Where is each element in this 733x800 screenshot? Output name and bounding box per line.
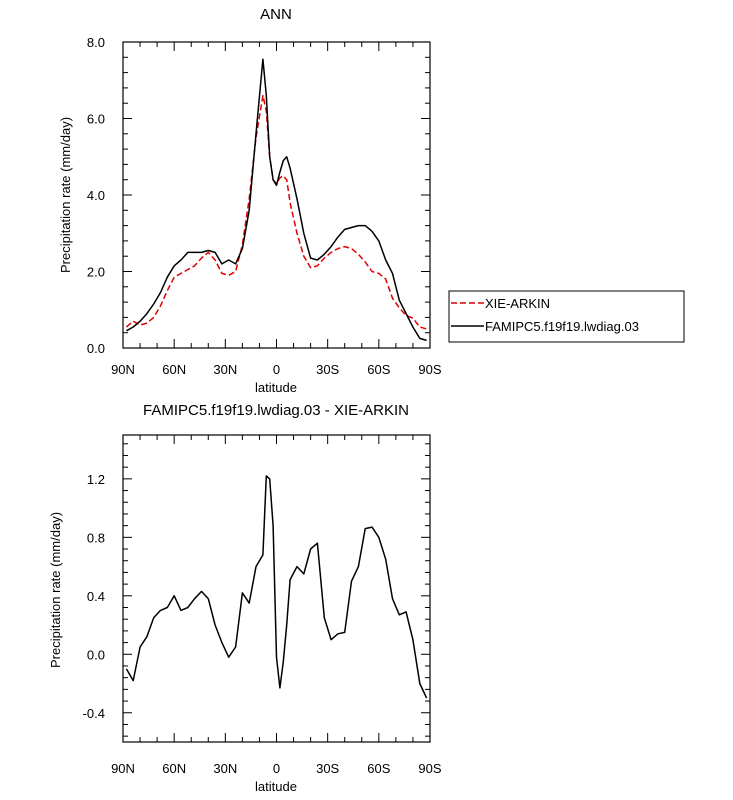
top-x-axis-label: latitude: [255, 380, 297, 395]
y-tick-label: 6.0: [87, 112, 105, 127]
x-tick-label: 0: [273, 761, 280, 776]
top-chart-title: ANN: [260, 6, 292, 23]
bottom-ticks: 90N 60N 30N 0 30S 60S 90S -0.4 0.0 0.4 0.8 1.2: [83, 435, 442, 776]
y-tick-label: 0.4: [87, 589, 105, 604]
x-tick-label: 60N: [162, 362, 186, 377]
top-ticks: 90N 60N 30N 0 30S 60S 90S 0.0 2.0 4.0 6.0 8.0: [87, 35, 442, 377]
x-tick-label: 90N: [111, 362, 135, 377]
y-tick-label: 0.8: [87, 530, 105, 545]
x-tick-label: 0: [273, 362, 280, 377]
bottom-chart-title: FAMIPC5.f19f19.lwdiag.03 - XIE-ARKIN: [143, 402, 409, 419]
y-tick-label: 1.2: [87, 472, 105, 487]
y-tick-label: 0.0: [87, 647, 105, 662]
x-tick-label: 60S: [367, 362, 390, 377]
top-series: [125, 58, 427, 342]
x-tick-label: 60S: [367, 761, 390, 776]
x-tick-label: 90N: [111, 761, 135, 776]
top-y-axis-label: Precipitation rate (mm/day): [58, 117, 73, 273]
bottom-series: [125, 475, 428, 699]
x-tick-label: 30S: [316, 761, 339, 776]
bottom-y-axis-label: Precipitation rate (mm/day): [48, 512, 63, 668]
legend: XIE-ARKIN FAMIPC5.f19f19.lwdiag.03: [448, 290, 685, 343]
x-tick-label: 30N: [213, 761, 237, 776]
y-tick-label: 8.0: [87, 35, 105, 50]
bottom-panel: FAMIPC5.f19f19.lwdiag.03 - XIE-ARKIN 90N…: [48, 402, 442, 794]
top-panel: ANN 90N 60N 30N 0 30S 60S 90S 0.0 2.0 4.0 6.0 8.0 l…: [58, 6, 685, 395]
series-line-famipc5-f19f19-lwdiag-03: [126, 58, 427, 342]
y-tick-label: -0.4: [83, 706, 105, 721]
legend-box: [448, 290, 685, 343]
y-tick-label: 2.0: [87, 265, 105, 280]
difference-line: [125, 475, 428, 699]
y-tick-label: 0.0: [87, 341, 105, 356]
x-tick-label: 60N: [162, 761, 186, 776]
x-tick-label: 90S: [418, 761, 441, 776]
bottom-plot-frame: [122, 434, 431, 743]
bottom-x-axis-label: latitude: [255, 779, 297, 794]
top-plot-frame: [122, 41, 431, 349]
series-line-xie-arkin: [125, 94, 427, 330]
x-tick-label: 30N: [213, 362, 237, 377]
y-tick-label: 4.0: [87, 188, 105, 203]
x-tick-label: 90S: [418, 362, 441, 377]
legend-label-famipc5: FAMIPC5.f19f19.lwdiag.03: [485, 319, 639, 334]
legend-label-xie-arkin: XIE-ARKIN: [485, 296, 550, 311]
x-tick-label: 30S: [316, 362, 339, 377]
